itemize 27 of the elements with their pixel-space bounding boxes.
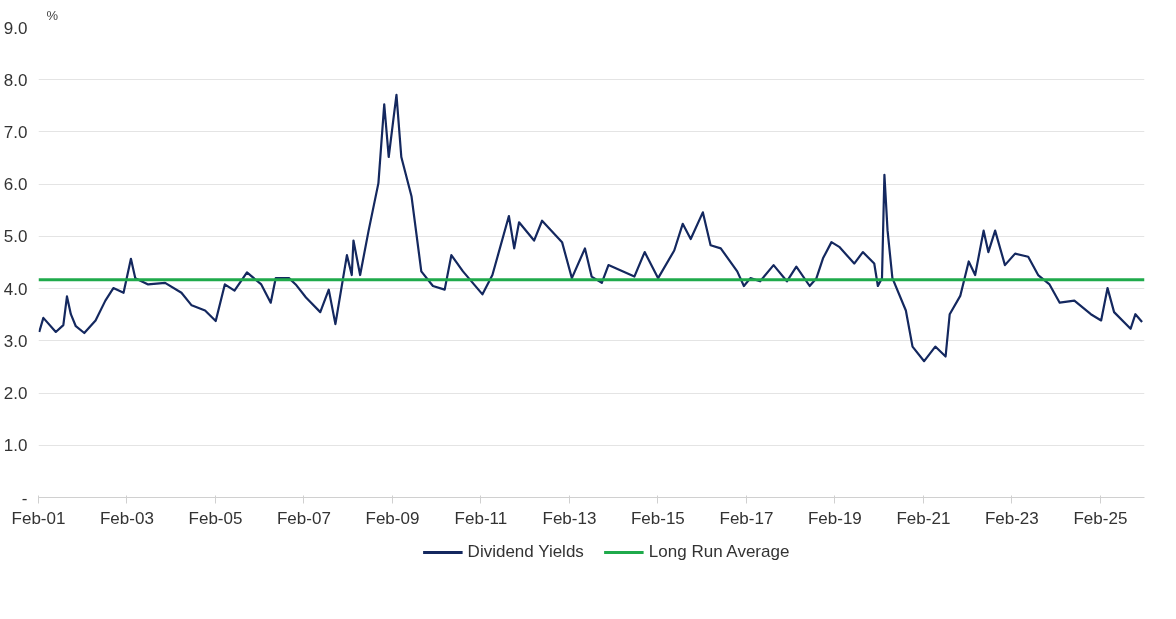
y-tick-label: 2.0 bbox=[3, 384, 28, 404]
x-tick-label: Feb-11 bbox=[454, 508, 508, 528]
x-tick-label: Feb-13 bbox=[542, 508, 597, 528]
x-tick-label: Feb-21 bbox=[896, 508, 951, 528]
legend-label: Long Run Average bbox=[648, 542, 790, 562]
y-axis-title: % bbox=[46, 7, 59, 23]
y-tick-label: 5.0 bbox=[3, 227, 28, 247]
x-tick-label: Feb-15 bbox=[630, 508, 685, 528]
y-tick-label: 1.0 bbox=[3, 436, 28, 456]
y-tick-label: 7.0 bbox=[3, 122, 28, 142]
x-tick-label: Feb-25 bbox=[1073, 508, 1128, 528]
x-tick-label: Feb-17 bbox=[719, 508, 774, 528]
y-tick-label: 9.0 bbox=[3, 18, 28, 38]
y-tick-label: - bbox=[21, 488, 28, 508]
x-tick-label: Feb-23 bbox=[984, 508, 1039, 528]
y-tick-label: 3.0 bbox=[3, 331, 28, 351]
line-series bbox=[38, 93, 1144, 363]
y-tick-label: 4.0 bbox=[3, 279, 28, 299]
x-tick-label: Feb-03 bbox=[100, 508, 154, 528]
x-tick-label: Feb-05 bbox=[188, 508, 243, 528]
x-tick-label: Feb-01 bbox=[11, 508, 66, 528]
legend-label: Dividend Yields bbox=[467, 542, 584, 562]
x-tick-label: Feb-19 bbox=[807, 508, 862, 528]
y-tick-label: 8.0 bbox=[3, 70, 28, 90]
x-tick-label: Feb-07 bbox=[276, 508, 331, 528]
y-tick-label: 6.0 bbox=[3, 175, 28, 195]
x-tick-label: Feb-09 bbox=[365, 508, 420, 528]
